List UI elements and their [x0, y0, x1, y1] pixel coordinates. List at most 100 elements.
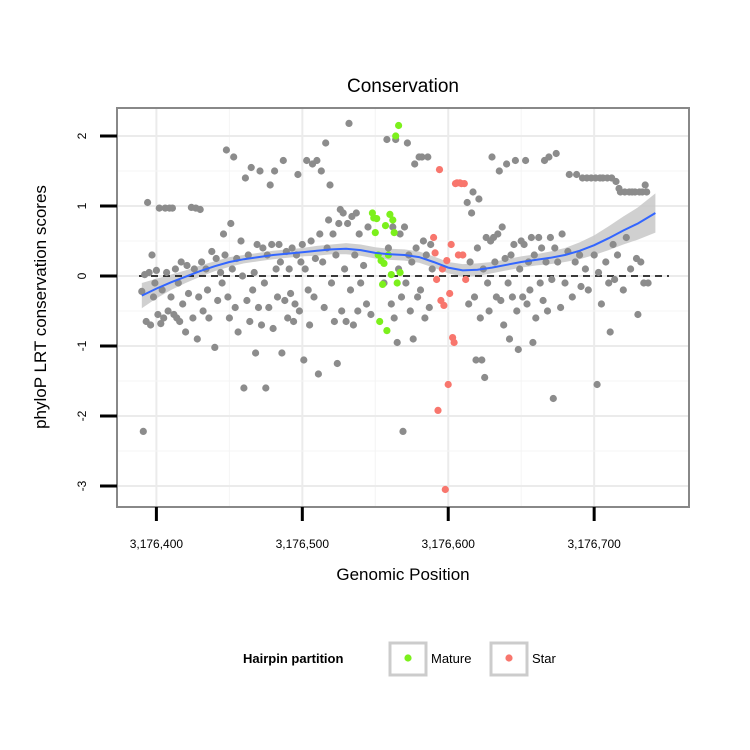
point-other	[593, 380, 601, 389]
point-other	[354, 307, 362, 315]
point-other	[198, 258, 206, 266]
point-star	[438, 265, 446, 273]
legend-key-star	[489, 641, 529, 677]
point-other	[594, 268, 603, 277]
smooth-confidence-band	[141, 193, 656, 309]
point-other	[247, 163, 255, 172]
x-axis-title: Genomic Position	[336, 565, 469, 584]
legend-label-star: Star	[532, 651, 557, 666]
point-other	[504, 279, 512, 287]
point-other	[539, 296, 547, 305]
point-other	[238, 272, 247, 280]
point-other	[147, 321, 155, 329]
point-other	[469, 188, 477, 196]
point-other	[609, 240, 617, 249]
point-other	[259, 244, 267, 252]
point-other	[314, 370, 322, 378]
point-other	[298, 240, 306, 249]
point-mature	[390, 229, 398, 237]
point-other	[619, 286, 627, 294]
point-other	[505, 335, 514, 343]
point-other	[196, 205, 204, 214]
point-other	[266, 181, 274, 189]
point-mature	[386, 210, 394, 218]
point-other	[402, 279, 410, 287]
point-other	[465, 300, 473, 308]
point-other	[637, 258, 645, 266]
point-other	[606, 328, 614, 336]
y-tick-label: -2	[75, 410, 89, 421]
point-other	[565, 170, 573, 179]
point-other	[273, 293, 282, 301]
point-other	[278, 349, 286, 357]
point-other	[428, 265, 436, 273]
point-other	[520, 240, 528, 249]
point-mature	[376, 317, 384, 326]
point-other	[154, 310, 162, 319]
point-other	[357, 279, 365, 287]
point-other	[513, 307, 521, 315]
point-other	[481, 373, 489, 382]
point-other	[568, 293, 576, 301]
point-other	[281, 296, 289, 305]
point-mature	[371, 229, 379, 237]
plot-panel-border	[116, 107, 690, 508]
point-other	[219, 230, 228, 238]
point-other	[551, 244, 559, 252]
y-tick-label: -1	[75, 340, 89, 351]
point-other	[212, 254, 220, 263]
point-other	[230, 153, 238, 161]
point-other	[384, 244, 392, 252]
point-other	[183, 261, 191, 270]
point-other	[495, 167, 503, 175]
point-mature	[381, 222, 390, 230]
point-other	[332, 251, 340, 259]
point-star	[462, 275, 470, 284]
point-other	[516, 265, 524, 273]
point-other	[294, 170, 302, 179]
point-other	[634, 310, 642, 319]
point-other	[265, 303, 273, 312]
point-other	[295, 307, 303, 315]
point-other	[548, 275, 556, 284]
y-tick-label: 2	[75, 132, 89, 139]
point-other	[508, 293, 516, 301]
point-other	[362, 300, 371, 308]
point-other	[307, 237, 315, 245]
point-other	[284, 314, 292, 322]
point-other	[597, 300, 606, 308]
point-other	[416, 286, 425, 294]
point-other	[195, 293, 203, 301]
point-other	[399, 427, 407, 435]
points-layer	[138, 119, 652, 494]
point-other	[250, 268, 258, 277]
point-other	[222, 146, 230, 154]
point-other	[311, 254, 319, 263]
point-other	[148, 251, 156, 259]
point-other	[152, 266, 160, 274]
x-axis: 3,176,400 3,176,500 3,176,600 3,176,700	[130, 507, 621, 551]
point-other	[333, 359, 341, 368]
point-other	[584, 286, 592, 294]
point-other	[275, 240, 283, 249]
point-other	[577, 282, 585, 291]
point-other	[406, 307, 414, 315]
point-mature	[389, 216, 397, 224]
point-other	[561, 279, 569, 287]
point-other	[326, 181, 334, 189]
legend-label-mature: Mature	[431, 651, 471, 666]
point-other	[339, 209, 347, 217]
legend-swatch-mature	[404, 654, 412, 662]
point-mature	[395, 121, 403, 130]
point-other	[546, 233, 555, 242]
point-mature	[379, 280, 387, 288]
point-other	[225, 314, 233, 322]
point-other	[622, 233, 630, 242]
point-other	[549, 394, 557, 403]
chart-title: Conservation	[347, 76, 459, 97]
point-star	[441, 485, 449, 494]
point-other	[526, 286, 534, 294]
point-other	[554, 258, 562, 266]
point-other	[221, 251, 229, 259]
y-tick-label: -3	[75, 480, 89, 491]
